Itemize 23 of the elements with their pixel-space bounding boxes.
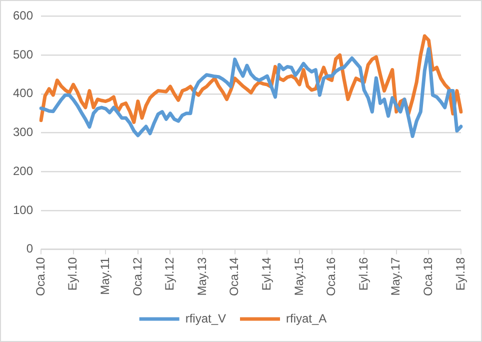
x-tick-label: Eyl.12 [162, 256, 177, 291]
x-tick-label: Oca.12 [130, 257, 144, 296]
y-tick-label: 400 [12, 86, 34, 100]
x-tick-label: May.17 [388, 256, 403, 296]
legend-label: rfiyat_A [286, 311, 327, 326]
x-tick-label: Oca.14 [227, 257, 242, 296]
y-tick-label: 100 [12, 202, 34, 217]
x-tick-label: Oca.10 [33, 257, 48, 296]
x-tick-label: Oca.18 [421, 257, 436, 296]
y-tick-label: 500 [12, 47, 34, 62]
x-tick-label: Eyl.10 [66, 256, 80, 291]
y-tick-label: 600 [12, 8, 34, 23]
y-tick-label: 300 [12, 125, 34, 140]
y-tick-label: 0 [26, 242, 34, 256]
x-tick-label: Eyl.16 [356, 256, 370, 291]
legend-label: rfiyat_V [185, 311, 226, 326]
x-tick-label: Eyl.18 [453, 256, 468, 291]
x-tick-label: May.15 [292, 256, 306, 296]
x-tick-label: May.13 [194, 256, 209, 296]
x-tick-label: Eyl.14 [259, 256, 274, 291]
y-tick-label: 200 [12, 164, 34, 178]
x-tick-label: May.11 [98, 256, 112, 295]
x-tick-label: Oca.16 [324, 257, 338, 296]
